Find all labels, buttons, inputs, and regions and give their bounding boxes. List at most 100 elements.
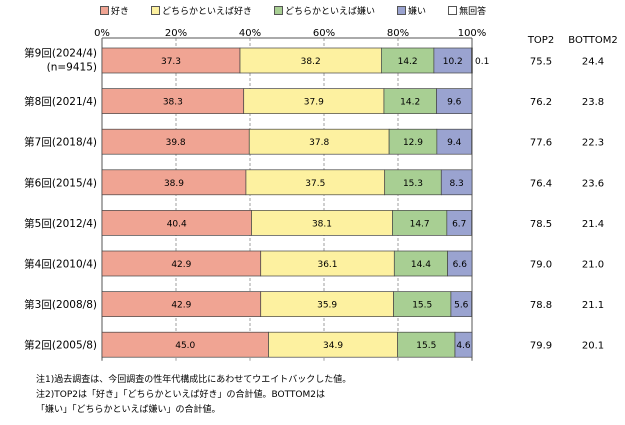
bar-segment (447, 250, 473, 277)
data-label: 9.6 (447, 98, 462, 108)
legend-label-somewhat-dislike: どちらかといえば嫌い (285, 6, 376, 17)
bar-segment (260, 291, 394, 317)
category-label: 第2回(2005/8) (24, 339, 97, 352)
legend-label-like: 好き (111, 6, 130, 17)
data-label: 15.3 (403, 179, 423, 189)
data-label: 35.9 (317, 301, 337, 311)
data-label: 5.6 (454, 301, 469, 311)
data-label: 15.5 (416, 341, 436, 351)
bar-segment (436, 88, 473, 114)
legend-label-dislike: 嫌い (408, 6, 427, 17)
bar-segment (260, 250, 395, 277)
data-label: 37.5 (305, 179, 325, 189)
summary-value-top2: 79.0 (530, 260, 552, 271)
data-label: 37.3 (161, 57, 181, 67)
data-label: 6.7 (452, 219, 466, 229)
x-tick-label: 100% (458, 28, 487, 39)
summary-value-bottom2: 21.4 (582, 219, 604, 230)
bar-segment (397, 331, 456, 358)
category-label: 第8回(2021/4) (24, 95, 97, 108)
bar-segment (101, 88, 245, 114)
legend-swatch-somewhat-dislike (274, 5, 284, 15)
data-label: 38.1 (312, 219, 332, 229)
bar-segment (381, 47, 435, 74)
bar-segment (388, 128, 438, 155)
summary-value-top2: 76.4 (530, 178, 552, 189)
bar-segment (454, 331, 473, 358)
category-label: 第6回(2015/4) (24, 176, 97, 189)
bar-segment (393, 291, 452, 317)
bar-segment (101, 169, 247, 196)
bar-segment (101, 128, 250, 155)
summary-value-top2: 79.9 (530, 341, 552, 352)
data-label: 40.4 (167, 219, 187, 229)
summary-value-top2: 78.5 (530, 219, 552, 230)
bar-segment (393, 250, 448, 277)
data-label: 34.9 (323, 341, 343, 351)
legend-item-no-answer: 無回答 (448, 3, 486, 17)
data-label: 12.9 (403, 138, 423, 148)
legend-swatch-no-answer (448, 5, 458, 15)
bar-segment (248, 128, 390, 155)
category-label: 第7回(2018/4) (24, 136, 97, 149)
legend-swatch-like (100, 5, 109, 15)
category-label: 第3回(2008/8) (24, 298, 97, 311)
data-label: 14.7 (410, 219, 430, 229)
data-label: 14.4 (411, 260, 431, 270)
bar-segment (384, 169, 442, 196)
summary-value-top2: 75.5 (530, 57, 552, 68)
data-label: 9.4 (447, 138, 462, 148)
column-header-bottom2: BOTTOM2 (568, 35, 617, 46)
legend-item-like: 好き (100, 3, 129, 17)
summary-value-bottom2: 21.1 (582, 300, 604, 311)
data-label: 8.3 (449, 179, 463, 189)
bar-segment (433, 47, 472, 74)
data-label: 4.6 (456, 341, 471, 351)
bar-segment (392, 210, 448, 236)
data-label: 14.2 (400, 98, 420, 108)
legend-item-dislike: 嫌い (397, 3, 426, 17)
category-sample-size: (n=9415) (47, 62, 97, 74)
data-label: 10.2 (443, 57, 463, 67)
x-tick-label: 20% (165, 28, 187, 39)
chart-legend: 好き どちらかといえば好き どちらかといえば嫌い 嫌い 無回答 (100, 3, 508, 17)
bar-segment (436, 128, 472, 155)
footnote-3: 「嫌い」「どちらかといえば嫌い」の合計値。 (36, 405, 221, 415)
footnotes: 注1)過去調査は、今回調査の性年代構成比にあわせてウエイトバックした値。 注2)… (36, 373, 351, 418)
bar-segment (239, 47, 382, 74)
bar-segment (243, 88, 385, 114)
legend-swatch-dislike (397, 5, 407, 15)
legend-label-no-answer: 無回答 (459, 6, 487, 17)
legend-item-somewhat-dislike: どちらかといえば嫌い (274, 3, 375, 17)
bar-segment (251, 210, 393, 236)
column-header-top2: TOP2 (527, 35, 554, 46)
footnote-2: 注2)TOP2は「好き」「どちらかといえば好き」の合計値。BOTTOM2は (36, 390, 325, 400)
category-label: 第9回(2024/4) (24, 47, 97, 60)
legend-item-somewhat-like: どちらかといえば好き (151, 3, 252, 17)
data-label: 42.9 (171, 260, 191, 270)
x-tick-label: 0% (94, 28, 110, 39)
data-label: 37.8 (309, 138, 329, 148)
bar-segment (383, 88, 437, 114)
stacked-bar-chart: 0% 20% 40% 60% 80% 100% TOP2 BOTTOM2 第9回(2024/4)… (24, 28, 618, 361)
data-label: 6.6 (453, 260, 468, 270)
data-label: 36.1 (317, 260, 337, 270)
summary-value-top2: 76.2 (530, 97, 552, 108)
bar-segment (101, 291, 262, 317)
data-label: 38.3 (163, 98, 183, 108)
x-tick-label: 60% (313, 28, 335, 39)
summary-value-bottom2: 20.1 (582, 341, 604, 352)
summary-value-top2: 77.6 (530, 138, 552, 149)
summary-value-top2: 78.8 (530, 300, 552, 311)
data-label: 39.8 (166, 138, 186, 148)
summary-value-bottom2: 23.6 (582, 178, 604, 189)
footnote-1: 注1)過去調査は、今回調査の性年代構成比にあわせてウエイトバックした値。 (36, 375, 352, 385)
summary-value-bottom2: 22.3 (582, 138, 604, 149)
data-label: 38.9 (164, 179, 184, 189)
summary-value-bottom2: 24.4 (582, 57, 604, 68)
data-label: 0.1 (475, 57, 489, 67)
summary-value-bottom2: 21.0 (582, 260, 604, 271)
data-label: 37.9 (304, 98, 324, 108)
data-label: 38.2 (301, 57, 321, 67)
data-label: 45.0 (175, 341, 195, 351)
